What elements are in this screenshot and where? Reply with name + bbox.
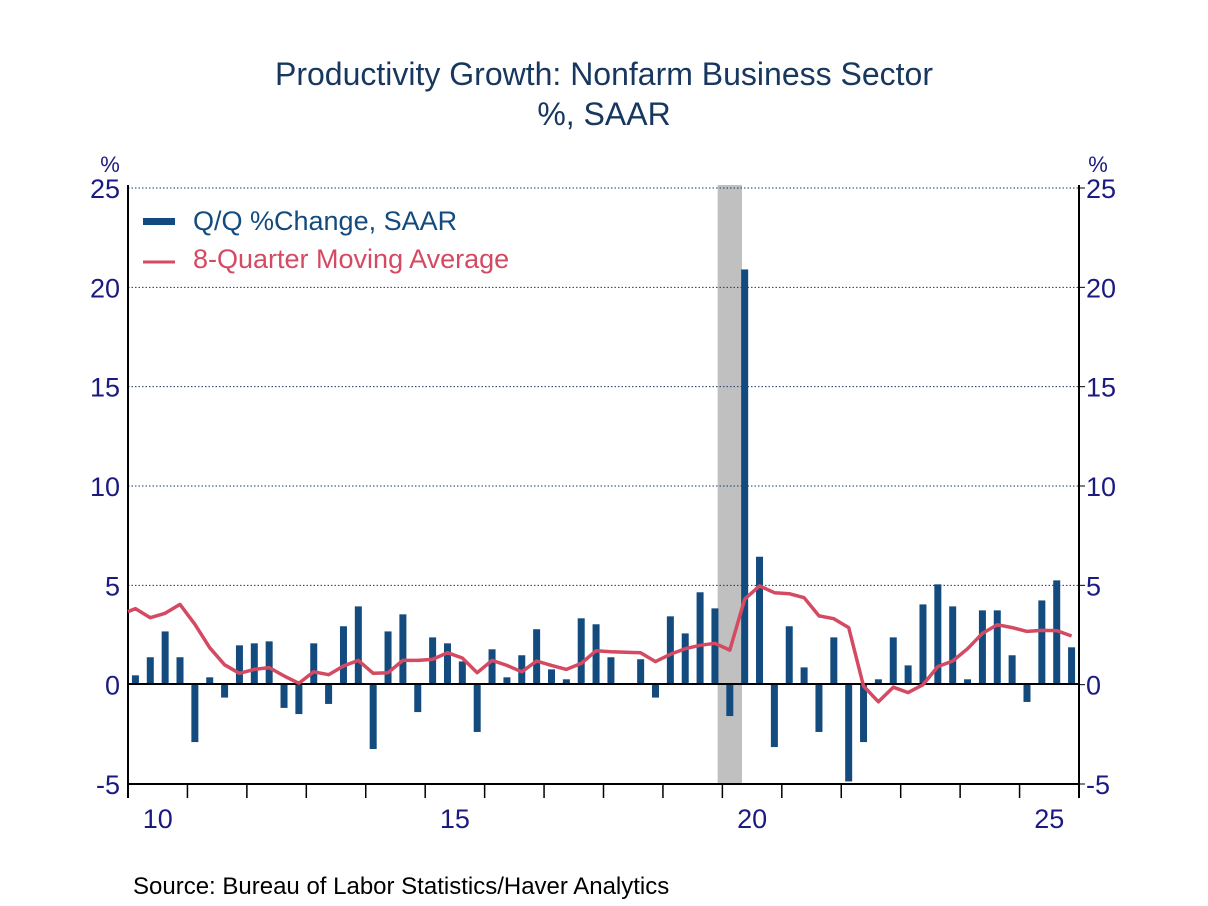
bar xyxy=(191,684,199,743)
y-tick-label-right: 15 xyxy=(1086,373,1116,403)
y-tick-label-right: 0 xyxy=(1086,671,1101,701)
bar xyxy=(770,684,778,748)
bar xyxy=(280,684,288,708)
gridlines xyxy=(128,187,1079,586)
y-tick-label-right: 25 xyxy=(1086,174,1116,204)
left-axis-unit: % xyxy=(100,152,120,177)
bar xyxy=(443,643,451,685)
bar xyxy=(1023,684,1031,702)
chart-title: Productivity Growth: Nonfarm Business Se… xyxy=(275,56,933,92)
legend-bar-label: Q/Q %Change, SAAR xyxy=(193,206,457,236)
bar xyxy=(1038,600,1046,685)
bar xyxy=(250,643,258,685)
legend-line-label: 8-Quarter Moving Average xyxy=(193,244,509,274)
bar xyxy=(458,661,466,685)
y-tick-label-left: 20 xyxy=(90,273,120,303)
bar xyxy=(310,643,318,685)
x-tick-label: 15 xyxy=(440,804,470,834)
bar xyxy=(265,641,273,685)
y-tick-label-right: 20 xyxy=(1086,273,1116,303)
moving-average-line xyxy=(127,584,1073,704)
legend: Q/Q %Change, SAAR 8-Quarter Moving Avera… xyxy=(143,206,509,274)
bar xyxy=(161,631,169,685)
bar xyxy=(919,604,927,685)
bar xyxy=(488,649,496,685)
y-tick-label-right: -5 xyxy=(1086,770,1110,800)
bar xyxy=(1053,580,1061,685)
bar xyxy=(325,684,333,704)
bar xyxy=(964,679,972,685)
bar xyxy=(577,618,585,685)
bar xyxy=(874,679,882,685)
y-tick-label-left: 10 xyxy=(90,472,120,502)
source-note: Source: Bureau of Labor Statistics/Haver… xyxy=(133,873,669,900)
bar xyxy=(934,584,942,685)
bar xyxy=(131,675,139,685)
bar xyxy=(339,626,347,685)
y-tick-label-left: 15 xyxy=(90,373,120,403)
bar xyxy=(815,684,823,732)
bar xyxy=(547,669,555,685)
bar xyxy=(206,677,214,685)
bar xyxy=(637,659,645,685)
bar xyxy=(1068,647,1076,685)
bar xyxy=(235,645,243,685)
bar xyxy=(414,684,422,713)
bar xyxy=(503,677,511,685)
bar xyxy=(652,684,660,698)
bar xyxy=(860,684,868,743)
chart-subtitle: %, SAAR xyxy=(537,96,670,132)
y-tick-label-left: 5 xyxy=(105,571,120,601)
y-tick-label-left: 25 xyxy=(90,174,120,204)
bar xyxy=(949,606,957,685)
bar xyxy=(726,684,734,717)
left-y-axis: -5 0 5 10 15 20 25 xyxy=(90,174,129,800)
bar xyxy=(369,684,377,750)
right-y-axis: -5 0 5 10 15 20 25 xyxy=(1078,174,1116,800)
y-tick-label-right: 5 xyxy=(1086,571,1101,601)
bar xyxy=(845,684,853,782)
x-tick-label: 20 xyxy=(737,804,767,834)
bar xyxy=(295,684,303,715)
y-tick-label-right: 10 xyxy=(1086,472,1116,502)
bar xyxy=(741,269,749,685)
bar xyxy=(562,679,570,685)
bar xyxy=(607,657,615,685)
bar xyxy=(533,629,541,685)
bar xyxy=(354,606,362,685)
bar xyxy=(889,637,897,685)
bar xyxy=(1008,655,1016,685)
bar xyxy=(681,633,689,685)
x-axis: 10 15 20 25 xyxy=(127,783,1080,834)
bar xyxy=(666,616,674,685)
bar xyxy=(592,624,600,685)
y-tick-label-left: -5 xyxy=(96,770,120,800)
right-axis-unit: % xyxy=(1088,152,1108,177)
bar xyxy=(978,610,986,685)
y-tick-label-left: 0 xyxy=(105,671,120,701)
bar xyxy=(756,556,764,685)
bar xyxy=(221,684,229,698)
bar xyxy=(473,684,481,732)
bar xyxy=(785,626,793,685)
legend-bar-swatch xyxy=(143,218,175,225)
bar xyxy=(399,614,407,685)
bar xyxy=(384,631,392,685)
bar xyxy=(711,608,719,685)
bar xyxy=(993,610,1001,685)
bar xyxy=(904,665,912,685)
bar xyxy=(800,667,808,685)
bar xyxy=(146,657,154,685)
x-tick-label: 10 xyxy=(143,804,173,834)
bar xyxy=(830,637,838,685)
bar xyxy=(176,657,184,685)
bar-series xyxy=(131,269,1076,782)
x-tick-label: 25 xyxy=(1034,804,1064,834)
bar xyxy=(696,592,704,685)
